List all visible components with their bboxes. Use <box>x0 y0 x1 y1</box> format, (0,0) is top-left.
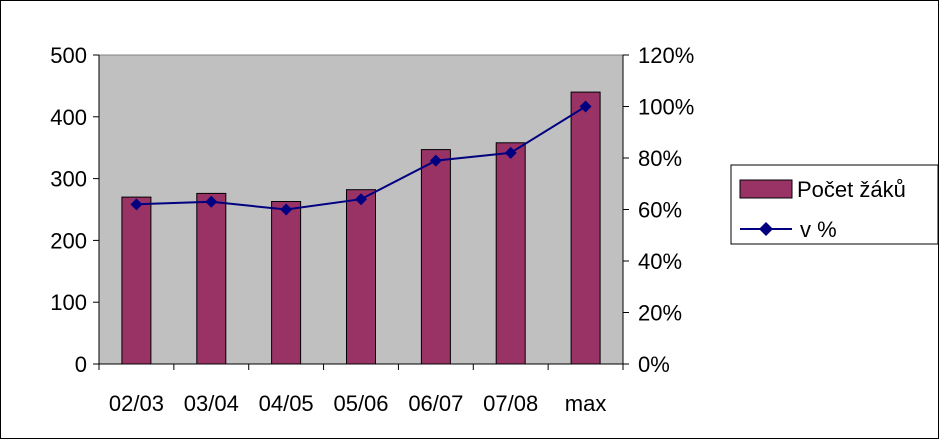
bar-03-04 <box>196 192 227 365</box>
right-tick-label: 120% <box>638 43 694 68</box>
left-tick-label: 400 <box>50 105 87 130</box>
line-layer <box>130 100 592 216</box>
x-tick-label: 03/04 <box>184 391 239 416</box>
bar-07-08 <box>495 142 526 365</box>
right-tick-label: 100% <box>638 95 694 120</box>
x-tick-label: 05/06 <box>333 391 388 416</box>
left-tick-label: 0 <box>75 352 87 377</box>
x-tick-label: max <box>565 391 607 416</box>
left-tick-label: 100 <box>50 290 87 315</box>
line-point-max <box>579 100 592 113</box>
legend-diamond-marker <box>759 222 773 236</box>
right-tick-label: 80% <box>638 146 682 171</box>
bar-04-05 <box>271 201 302 365</box>
bar-02-03 <box>121 196 152 365</box>
bar-05-06 <box>346 189 376 365</box>
x-tick-label: 02/03 <box>109 391 164 416</box>
right-tick-label: 20% <box>638 301 682 326</box>
legend-label-line: v % <box>800 217 837 242</box>
legend-label-bar: Počet žáků <box>797 177 906 202</box>
left-tick-label: 200 <box>50 228 87 253</box>
bars-layer <box>121 91 601 365</box>
line-point-05-06 <box>355 193 367 206</box>
x-tick-label: 04/05 <box>259 391 314 416</box>
left-tick-label: 300 <box>50 167 87 192</box>
right-tick-label: 60% <box>638 198 682 223</box>
legend-swatch-bar <box>739 179 793 199</box>
right-tick-label: 40% <box>638 249 682 274</box>
line-point-02-03 <box>130 198 143 211</box>
legend: Počet žáků v % <box>730 164 939 245</box>
line-point-06-07 <box>429 154 442 167</box>
axes-layer: 0 100 200 300 400 500 0% 20% 40% 60% 80% 100% 120% 02… <box>50 43 694 416</box>
left-tick-label: 500 <box>50 43 87 68</box>
bar-max <box>570 91 601 365</box>
x-tick-label: 06/07 <box>408 391 463 416</box>
legend-box <box>730 164 939 245</box>
line-point-07-08 <box>504 146 517 159</box>
bar-06-07 <box>420 149 451 365</box>
line-point-03-04 <box>205 195 218 208</box>
line-point-04-05 <box>280 203 293 216</box>
x-tick-label: 07/08 <box>483 391 538 416</box>
right-tick-label: 0% <box>638 352 670 377</box>
